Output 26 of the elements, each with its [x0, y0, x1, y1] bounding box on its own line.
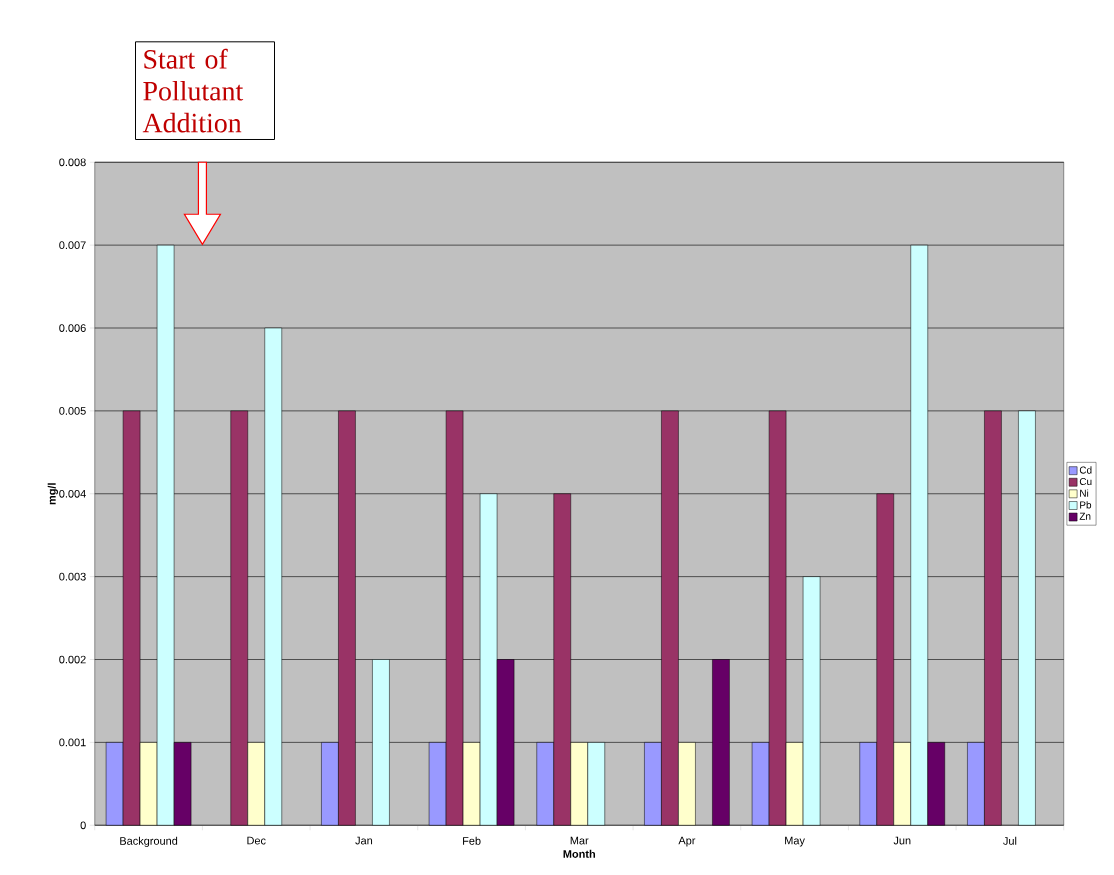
x-tick-label: Background	[120, 836, 178, 847]
x-axis-title: Month	[563, 849, 596, 858]
legend-label: Pb	[1080, 501, 1092, 509]
y-tick-label: 0.002	[59, 655, 86, 664]
x-tick-label: Jun	[893, 836, 911, 845]
legend-label: Zn	[1079, 512, 1091, 520]
y-axis-title: mg/l	[47, 483, 58, 505]
y-tick-label: 0.003	[59, 572, 86, 581]
legend-label: Ni	[1080, 489, 1089, 497]
y-tick-label: 0.008	[59, 158, 86, 167]
x-tick-label: Mar	[570, 836, 589, 845]
legend-label: Cu	[1079, 478, 1092, 486]
text: Start of Pollutant Addition	[142, 48, 244, 133]
y-tick-label: 0.007	[59, 241, 86, 250]
x-tick-label: Jan	[355, 836, 373, 845]
x-tick-label: Feb	[463, 836, 481, 845]
x-tick-label: May	[785, 836, 805, 847]
x-tick-label: Dec	[247, 836, 266, 845]
y-tick-label: 0	[80, 821, 86, 830]
y-tick-label: 0.004	[59, 489, 86, 498]
y-tick-label: 0.005	[59, 407, 86, 415]
legend-label: Cd	[1079, 466, 1092, 474]
x-tick-label: Apr	[678, 836, 696, 847]
y-tick-label: 0.006	[59, 324, 86, 332]
x-tick-label: Jul	[1003, 836, 1017, 845]
y-tick-label: 0.001	[59, 738, 86, 747]
